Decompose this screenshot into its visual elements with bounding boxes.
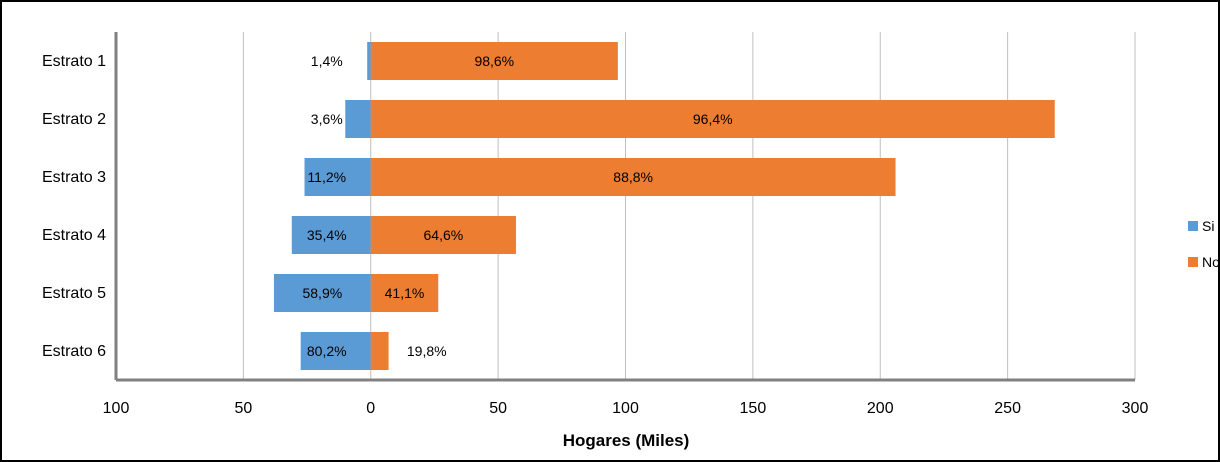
- bar-si: [300, 332, 371, 370]
- bar-si: [345, 100, 371, 138]
- data-label-no: 96,4%: [693, 111, 733, 127]
- bar-no: [370, 216, 516, 254]
- bars: [273, 42, 1055, 370]
- legend-label: Si: [1202, 218, 1214, 234]
- bar-si: [367, 42, 371, 80]
- bar-si: [304, 158, 371, 196]
- data-label-no: 41,1%: [385, 285, 425, 301]
- data-label-no: 64,6%: [424, 227, 464, 243]
- category-label: Estrato 3: [42, 169, 106, 186]
- axes: [114, 32, 1135, 382]
- bar-no: [370, 158, 896, 196]
- data-label-si: 35,4%: [307, 227, 347, 243]
- category-labels: Estrato 1 Estrato 2 Estrato 3 Estrato 4 Estr…: [42, 53, 106, 360]
- tick-labels: 100 50 0 50 100 150 200 250 300: [103, 400, 1149, 417]
- data-label-no: 19,8%: [407, 343, 447, 359]
- x-tick-label: 150: [740, 400, 767, 417]
- x-axis-title: Hogares (Miles): [563, 431, 690, 450]
- data-label-si: 1,4%: [311, 53, 343, 69]
- data-label-no: 88,8%: [613, 169, 653, 185]
- category-label: Estrato 5: [42, 285, 106, 302]
- x-tick-label: 50: [489, 400, 507, 417]
- data-labels: 1,4% 98,6% 3,6% 96,4% 11,2% 88,8% 35,4% 64,6% 58…: [302, 53, 732, 359]
- x-tick-label: 0: [366, 400, 375, 417]
- legend-swatch: [1188, 221, 1198, 231]
- data-label-si: 3,6%: [311, 111, 343, 127]
- x-tick-label: 300: [1122, 400, 1149, 417]
- x-tick-label: 250: [994, 400, 1021, 417]
- x-tick-label: 200: [867, 400, 894, 417]
- category-label: Estrato 1: [42, 53, 106, 70]
- gridlines: [242, 32, 1136, 380]
- category-label: Estrato 6: [42, 343, 106, 360]
- x-tick-label: 100: [103, 400, 130, 417]
- data-label-si: 58,9%: [302, 285, 342, 301]
- x-tick-label: 50: [234, 400, 252, 417]
- legend-label: No: [1202, 254, 1220, 270]
- data-label-no: 98,6%: [474, 53, 514, 69]
- bar-no: [370, 42, 618, 80]
- data-label-si: 80,2%: [307, 343, 347, 359]
- bar-no: [370, 274, 439, 312]
- bar-no: [370, 332, 389, 370]
- x-tick-label: 100: [612, 400, 639, 417]
- legend: Si No: [1188, 218, 1220, 270]
- bar-si: [273, 274, 371, 312]
- data-label-si: 11,2%: [307, 169, 346, 185]
- bar-si: [291, 216, 371, 254]
- category-label: Estrato 2: [42, 111, 106, 128]
- legend-swatch: [1188, 257, 1198, 267]
- category-label: Estrato 4: [42, 227, 106, 244]
- bar-no: [370, 100, 1055, 138]
